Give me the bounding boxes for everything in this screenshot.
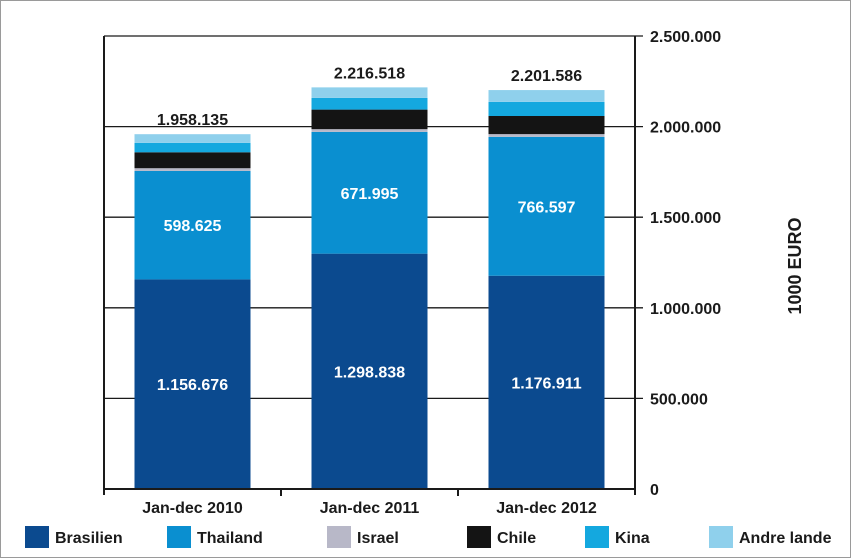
y-tick-label: 2.000.000	[650, 120, 721, 137]
legend-label: Andre lande	[739, 530, 832, 547]
segment-value-label: 1.156.676	[157, 377, 228, 394]
bar-segment-kina	[311, 97, 428, 110]
bar-segment-chile	[134, 152, 251, 169]
legend-label: Thailand	[197, 530, 263, 547]
bar-segment-kina	[488, 101, 605, 116]
bar-segment-andre-lande	[311, 87, 428, 98]
bar-segment-chile	[488, 115, 605, 135]
legend-label: Israel	[357, 530, 399, 547]
legend-swatch-kina	[585, 526, 609, 548]
bar-segment-brasilien	[488, 275, 605, 489]
segment-value-label: 598.625	[164, 218, 222, 235]
y-tick-label: 1.000.000	[650, 301, 721, 318]
x-category-label: Jan-dec 2012	[496, 500, 597, 517]
bar-segment-thailand	[311, 131, 428, 254]
bar-segment-andre-lande	[134, 134, 251, 143]
y-tick-label: 0	[650, 482, 659, 499]
x-category-label: Jan-dec 2010	[142, 500, 243, 517]
bar-segment-brasilien	[134, 279, 251, 489]
bar-segment-chile	[311, 109, 428, 130]
segment-value-label: 1.298.838	[334, 364, 405, 381]
y-tick-label: 2.500.000	[650, 29, 721, 46]
bar-segment-kina	[134, 142, 251, 153]
bar-total-label: 2.201.586	[511, 68, 582, 85]
bar-segment-brasilien	[311, 253, 428, 489]
legend-swatch-thailand	[167, 526, 191, 548]
bar-total-label: 1.958.135	[157, 112, 228, 129]
bar-segment-andre-lande	[488, 90, 605, 102]
y-tick-label: 1.500.000	[650, 210, 721, 227]
segment-value-label: 671.995	[341, 186, 399, 203]
segment-value-label: 1.176.911	[511, 375, 581, 392]
bar-segment-thailand	[488, 136, 605, 276]
bar-segment-israel	[311, 129, 428, 132]
legend-swatch-andre-lande	[709, 526, 733, 548]
bar-total-label: 2.216.518	[334, 65, 405, 82]
bar-segment-israel	[134, 168, 251, 171]
y-tick-label: 500.000	[650, 391, 708, 408]
bar-segment-israel	[488, 134, 605, 137]
legend-swatch-chile	[467, 526, 491, 548]
x-category-label: Jan-dec 2011	[320, 500, 420, 517]
legend-label: Chile	[497, 530, 536, 547]
legend-label: Brasilien	[55, 530, 123, 547]
y-axis-title: 1000 EURO	[785, 217, 805, 314]
segment-value-label: 766.597	[518, 199, 576, 216]
legend-swatch-israel	[327, 526, 351, 548]
bar-segment-thailand	[134, 170, 251, 280]
legend-label: Kina	[615, 530, 650, 547]
legend-swatch-brasilien	[25, 526, 49, 548]
